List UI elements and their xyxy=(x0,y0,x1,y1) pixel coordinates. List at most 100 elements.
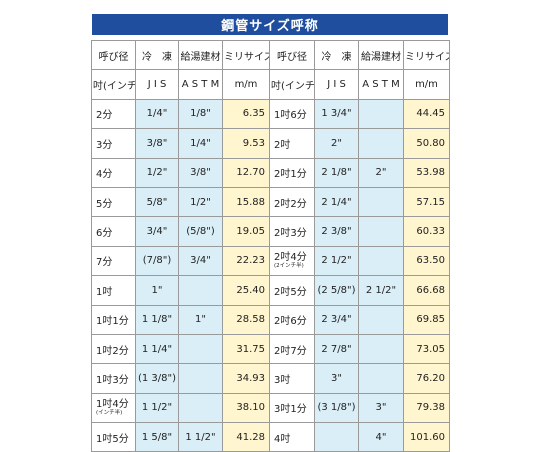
header-hot-water: 給湯建材 xyxy=(358,39,404,71)
mm-size-cell: 38.10 xyxy=(222,392,270,424)
mm-size-cell: 15.88 xyxy=(222,186,270,218)
jis-size-cell: 1 5/8" xyxy=(135,422,179,452)
mm-size-cell: 63.50 xyxy=(403,245,450,277)
nominal-size-cell: 2吋3分 xyxy=(269,216,315,247)
mm-size-cell: 41.28 xyxy=(222,422,270,452)
astm-size-cell: 1/2" xyxy=(178,186,223,218)
header-refrigeration: 冷 凍 xyxy=(135,39,179,71)
jis-size-cell: 1/2" xyxy=(135,157,179,188)
table-row: 1吋1分 1 1/8" 1" 28.58 2吋6分 2 3/4" 69.85 xyxy=(91,304,450,335)
table-row: 4分 1/2" 3/8" 12.70 2吋1分 2 1/8" 2" 53.98 xyxy=(91,157,450,188)
jis-size-cell: 3/4" xyxy=(135,216,179,247)
table-row: 3分 3/8" 1/4" 9.53 2吋 2" 50.80 xyxy=(91,128,450,159)
mm-size-cell: 6.35 xyxy=(222,98,270,130)
astm-size-cell xyxy=(358,333,404,365)
mm-size-cell: 69.85 xyxy=(403,304,450,335)
table-row: 1吋2分 1 1/4" 31.75 2吋7分 2 7/8" 73.05 xyxy=(91,333,450,365)
nominal-size-cell: 2吋1分 xyxy=(269,157,315,188)
jis-size-cell: 3" xyxy=(314,363,359,394)
table-row: 1吋3分 (1 3/8") 34.93 3吋 3" 76.20 xyxy=(91,363,450,394)
astm-size-cell: 2 1/2" xyxy=(358,275,404,306)
astm-size-cell: 1 1/2" xyxy=(178,422,223,452)
header-inch: 吋(インチ) xyxy=(269,69,315,100)
astm-size-cell: 3/4" xyxy=(178,245,223,277)
mm-size-cell: 22.23 xyxy=(222,245,270,277)
header-millimeter: ミリサイズ xyxy=(403,39,450,71)
jis-size-cell: 2 1/2" xyxy=(314,245,359,277)
jis-size-cell: (1 3/8") xyxy=(135,363,179,394)
astm-size-cell: 1/4" xyxy=(178,128,223,159)
astm-size-cell xyxy=(358,128,404,159)
mm-size-cell: 73.05 xyxy=(403,333,450,365)
header-nominal: 呼び径 xyxy=(91,39,136,71)
astm-size-cell xyxy=(178,275,223,306)
jis-size-cell: 2" xyxy=(314,128,359,159)
table-row: 7分 (7/8") 3/4" 22.23 2吋4分 (2インチ半) 2 1/2" 63.50 xyxy=(91,245,450,277)
header-hot-water: 給湯建材 xyxy=(178,39,223,71)
header-astm: A S T M xyxy=(178,69,223,100)
mm-size-cell: 60.33 xyxy=(403,216,450,247)
table-title: 鋼管サイズ呼称 xyxy=(92,14,448,35)
nominal-size-cell: 3吋1分 xyxy=(269,392,315,424)
header-mm-unit: m/m xyxy=(222,69,270,100)
table-row: 1吋 1" 25.40 2吋5分 (2 5/8") 2 1/2" 66.68 xyxy=(91,275,450,306)
nominal-size-cell: 3吋 xyxy=(269,363,315,394)
nominal-size-cell: 4吋 xyxy=(269,422,315,452)
mm-size-cell: 9.53 xyxy=(222,128,270,159)
mm-size-cell: 66.68 xyxy=(403,275,450,306)
nominal-size-cell: 4分 xyxy=(91,157,136,188)
header-jis: J I S xyxy=(314,69,359,100)
astm-size-cell: 3/8" xyxy=(178,157,223,188)
jis-size-cell: (7/8") xyxy=(135,245,179,277)
table-row: 6分 3/4" (5/8") 19.05 2吋3分 2 3/8" 60.33 xyxy=(91,216,450,247)
jis-size-cell: (2 5/8") xyxy=(314,275,359,306)
header-inch: 吋(インチ) xyxy=(91,69,136,100)
nominal-size-cell: 1吋3分 xyxy=(91,363,136,394)
nominal-size-cell: 3分 xyxy=(91,128,136,159)
mm-size-cell: 76.20 xyxy=(403,363,450,394)
nominal-size-cell: 1吋2分 xyxy=(91,333,136,365)
jis-size-cell: 1" xyxy=(135,275,179,306)
nominal-size-cell: 1吋6分 xyxy=(269,98,315,130)
astm-size-cell xyxy=(358,245,404,277)
nominal-size-label: 1吋4分 xyxy=(96,398,129,410)
nominal-size-cell: 2分 xyxy=(91,98,136,130)
jis-size-cell: (3 1/8") xyxy=(314,392,359,424)
header-jis: J I S xyxy=(135,69,179,100)
jis-size-cell: 2 3/8" xyxy=(314,216,359,247)
nominal-size-cell: 2吋6分 xyxy=(269,304,315,335)
jis-size-cell: 1 1/8" xyxy=(135,304,179,335)
header-mm-unit: m/m xyxy=(403,69,450,100)
header-row-1: 呼び径 冷 凍 給湯建材 ミリサイズ 呼び径 冷 凍 給湯建材 ミリサイズ xyxy=(91,39,450,71)
astm-size-cell xyxy=(358,304,404,335)
jis-size-cell: 1 1/4" xyxy=(135,333,179,365)
nominal-size-cell: 2吋 xyxy=(269,128,315,159)
nominal-size-cell: 2吋5分 xyxy=(269,275,315,306)
astm-size-cell xyxy=(178,363,223,394)
nominal-size-cell: 2吋4分 (2インチ半) xyxy=(269,245,315,277)
mm-size-cell: 101.60 xyxy=(403,422,450,452)
jis-size-cell: 2 1/4" xyxy=(314,186,359,218)
astm-size-cell xyxy=(358,98,404,130)
astm-size-cell xyxy=(178,392,223,424)
nominal-size-cell: 6分 xyxy=(91,216,136,247)
header-row-2: 吋(インチ) J I S A S T M m/m 吋(インチ) J I S A … xyxy=(91,69,450,100)
table-row: 1吋4分 (インチ半) 1 1/2" 38.10 3吋1分 (3 1/8") 3" 79.38 xyxy=(91,392,450,424)
astm-size-cell: 3" xyxy=(358,392,404,424)
jis-size-cell: 1 1/2" xyxy=(135,392,179,424)
astm-size-cell: 4" xyxy=(358,422,404,452)
jis-size-cell: 2 1/8" xyxy=(314,157,359,188)
jis-size-cell: 1 3/4" xyxy=(314,98,359,130)
header-millimeter: ミリサイズ xyxy=(222,39,270,71)
nominal-size-cell: 1吋4分 (インチ半) xyxy=(91,392,136,424)
nominal-size-cell: 1吋1分 xyxy=(91,304,136,335)
astm-size-cell xyxy=(358,186,404,218)
table-row: 2分 1/4" 1/8" 6.35 1吋6分 1 3/4" 44.45 xyxy=(91,98,450,130)
nominal-size-cell: 1吋5分 xyxy=(91,422,136,452)
mm-size-cell: 53.98 xyxy=(403,157,450,188)
mm-size-cell: 19.05 xyxy=(222,216,270,247)
mm-size-cell: 31.75 xyxy=(222,333,270,365)
nominal-size-cell: 1吋 xyxy=(91,275,136,306)
astm-size-cell: 1" xyxy=(178,304,223,335)
mm-size-cell: 25.40 xyxy=(222,275,270,306)
